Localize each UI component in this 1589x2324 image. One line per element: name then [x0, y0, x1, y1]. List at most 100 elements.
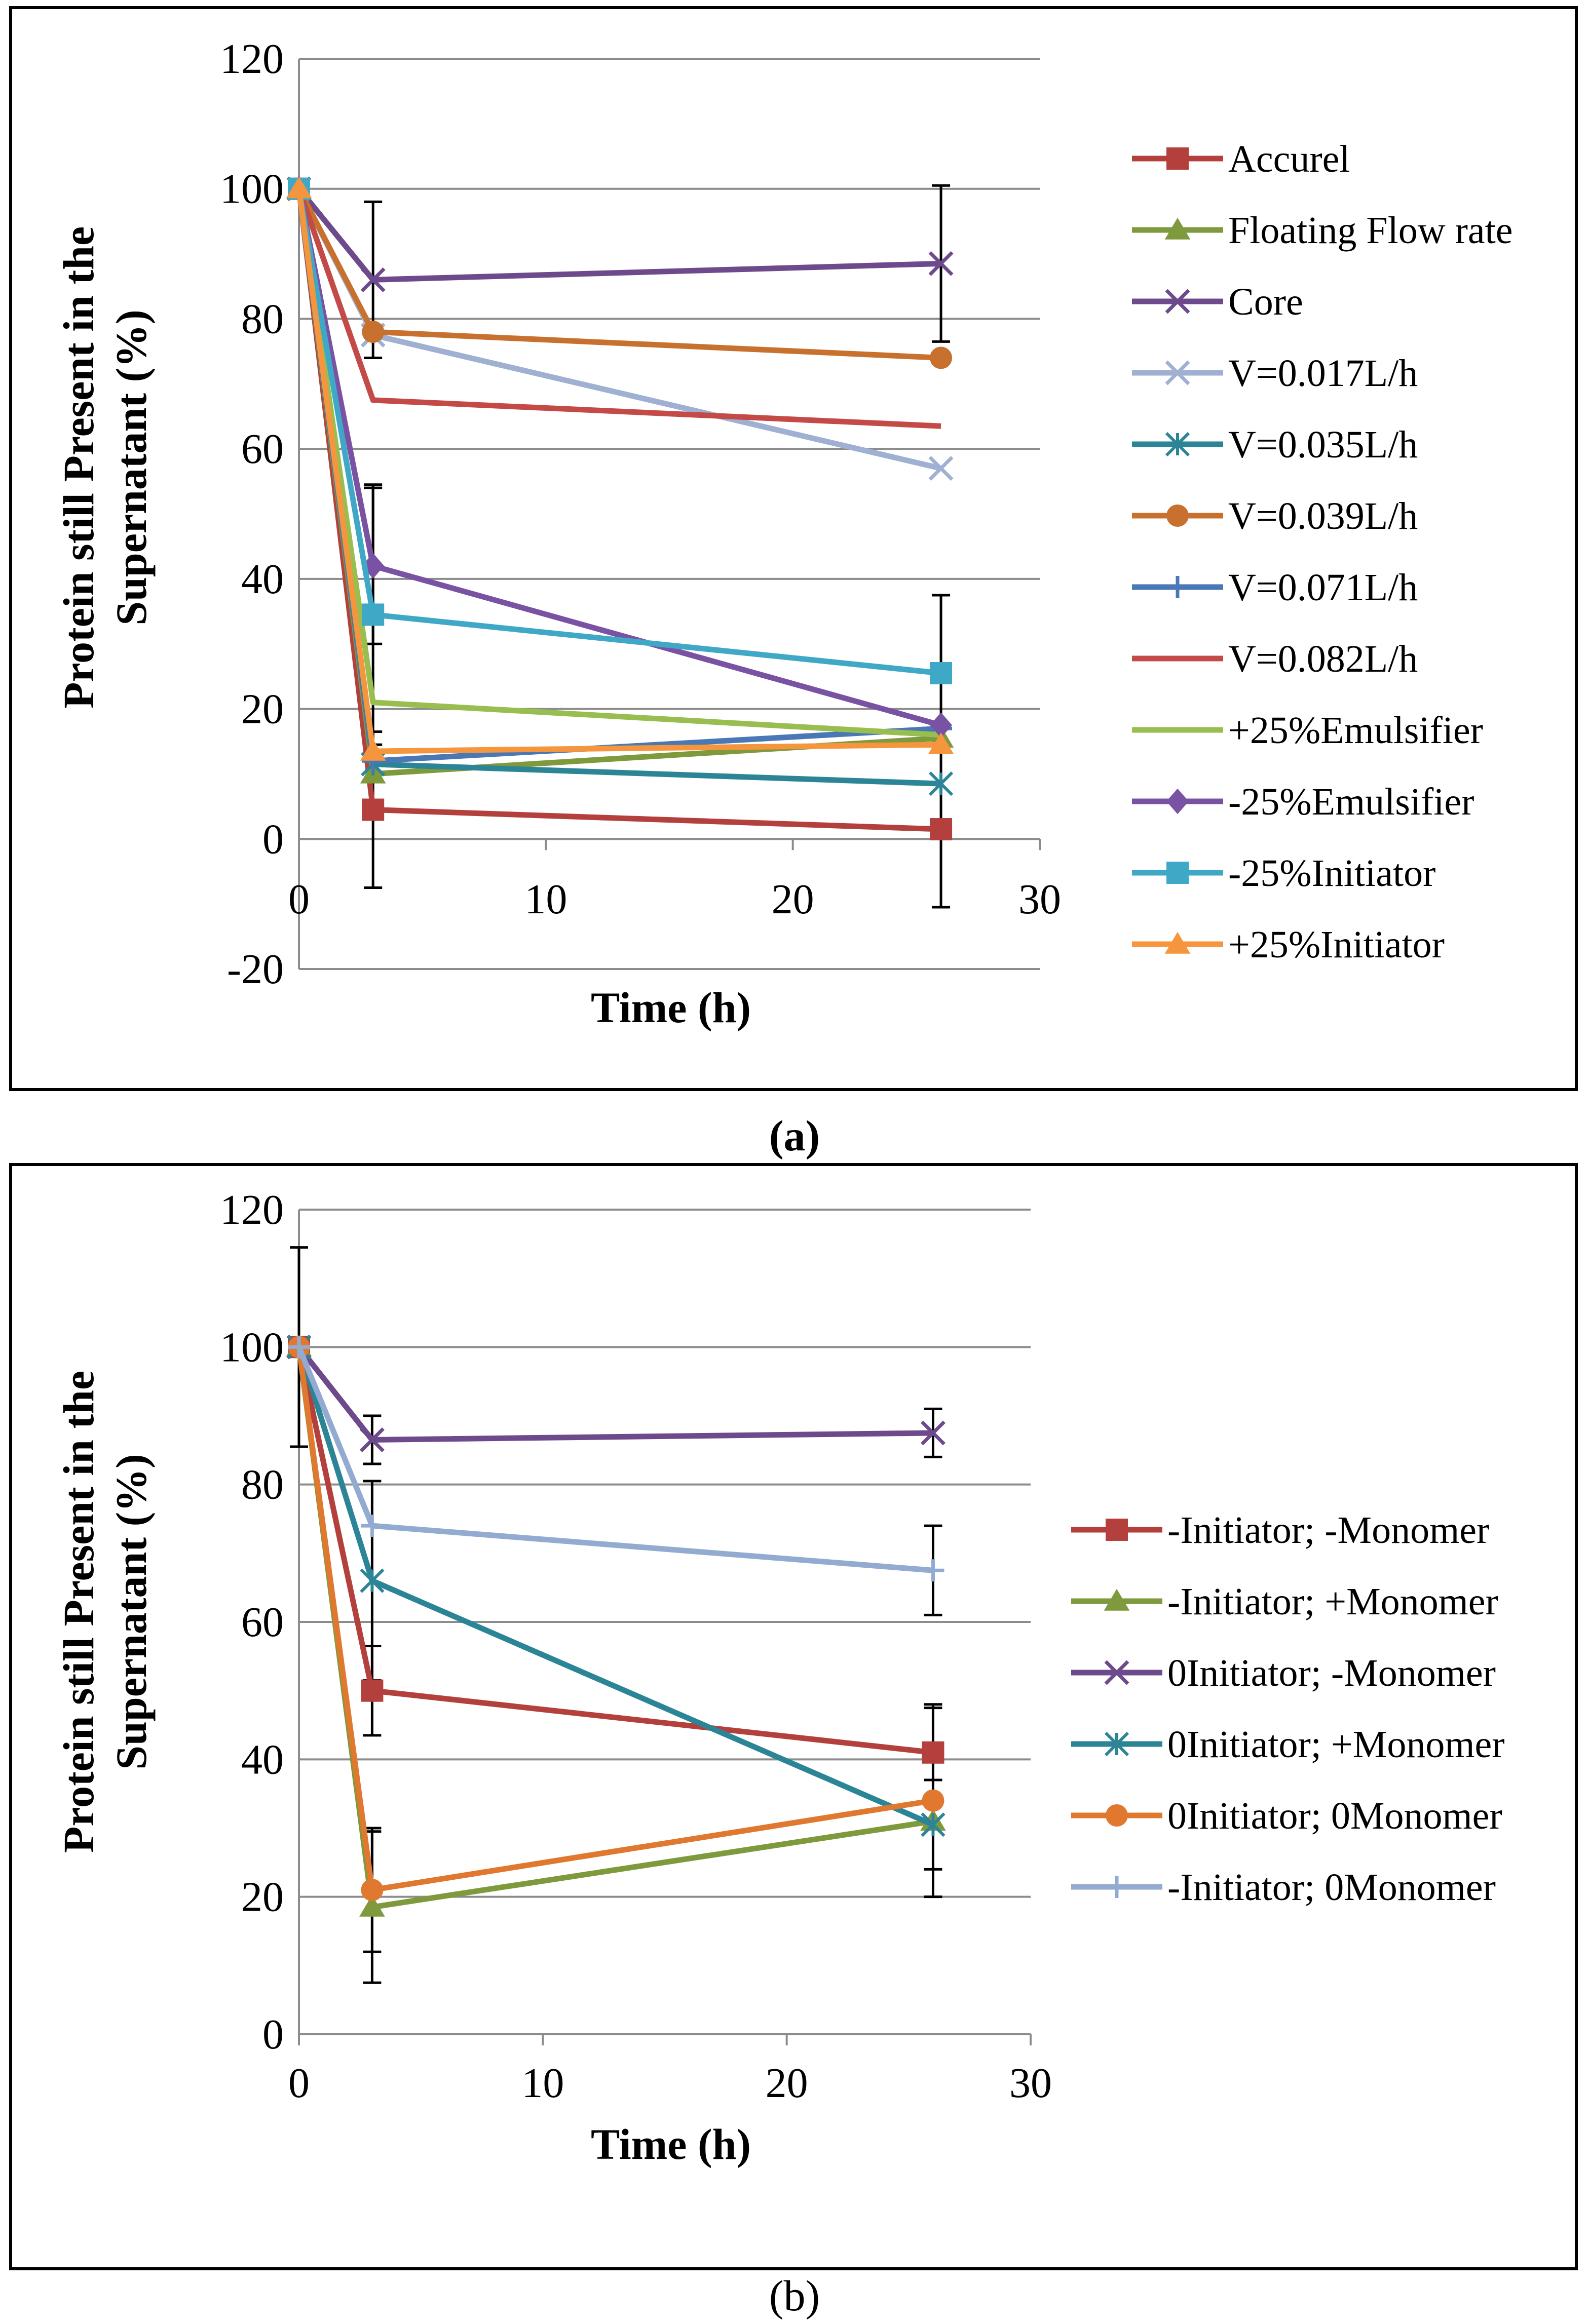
legend-label-25-emulsifier: +25%Emulsifier	[1228, 709, 1483, 752]
series-line-v-0-082l-h	[296, 187, 941, 429]
data-point-initiator-monomer	[359, 1894, 385, 1917]
legend-marker-v-0-017l-h	[1165, 360, 1190, 385]
legend-label-v-0-039l-h: V=0.039L/h	[1228, 495, 1418, 537]
legend-marker-initiator-monomer	[1104, 1589, 1130, 1611]
legend-marker-v-0-039l-h	[1166, 505, 1189, 527]
series-line-0initiator-0monomer	[296, 1346, 934, 1893]
legend-label-core: Core	[1228, 281, 1303, 323]
series-line-0initiator-monomer	[296, 1346, 934, 1828]
data-point-initiator-0monomer	[361, 1515, 384, 1537]
legend-label-v-0-017l-h: V=0.017L/h	[1228, 352, 1418, 395]
x-tick-label: 0	[288, 876, 310, 923]
y-tick-label: 100	[220, 1324, 284, 1371]
chart-panel-b: 0 20 40 60 80 100 120 0 10 20 30 Time (h) Protein st…	[9, 1163, 1578, 2270]
data-point-accurel	[362, 798, 385, 821]
y-tick-label: 40	[241, 556, 284, 603]
data-point-25-initiator	[286, 176, 312, 199]
data-point-25-initiator	[930, 662, 953, 684]
y-axis-title-line: Protein still Present in the	[54, 226, 103, 709]
y-tick-label: 20	[241, 1874, 284, 1921]
legend-label-v-0-071l-h: V=0.071L/h	[1228, 566, 1418, 609]
data-point-v-0-035l-h	[928, 771, 954, 796]
y-tick-label: 0	[262, 816, 284, 863]
legend-marker-25-emulsifier	[1166, 788, 1189, 815]
x-tick-label: 30	[1018, 876, 1061, 923]
series-line-0initiator-monomer	[296, 1345, 933, 1443]
chart-panel-a: -20 0 20 40 60 80 100 120 0 10 20 30 Time (h) Protein…	[9, 6, 1578, 1091]
series-line-core	[296, 187, 941, 283]
x-axis-title: Time (h)	[591, 983, 751, 1032]
series-line-v-0-017l-h	[296, 187, 942, 472]
data-point-0initiator-0monomer	[361, 1879, 384, 1902]
data-point-0initiator-monomer	[920, 1420, 945, 1446]
legend-marker-0initiator-0monomer	[1106, 1804, 1128, 1827]
y-tick-label: 80	[241, 295, 284, 342]
y-axis-title-line: Supernatant (%)	[107, 309, 156, 626]
legend-marker-core	[1165, 289, 1190, 314]
legend-marker-25-initiator	[1166, 862, 1189, 884]
data-point-25-initiator	[928, 732, 954, 754]
y-tick-label: 100	[220, 166, 284, 213]
legend-label-floating-flow-rate: Floating Flow rate	[1228, 209, 1513, 252]
series-line-initiator-monomer	[296, 1346, 934, 1756]
legend-marker-initiator-monomer	[1106, 1519, 1128, 1541]
legend-label-initiator-monomer: -Initiator; +Monomer	[1167, 1580, 1498, 1623]
series-line-25-initiator	[296, 188, 941, 676]
data-point-25-initiator	[362, 603, 385, 626]
y-axis-title: Protein still Present in theSupernatant …	[54, 1371, 156, 1853]
y-tick-label: 60	[241, 425, 284, 473]
legend-label-25-initiator: -25%Initiator	[1228, 852, 1435, 895]
x-axis-title: Time (h)	[591, 2120, 751, 2168]
y-tick-label: 120	[220, 35, 284, 83]
legend-marker-v-0-035l-h	[1165, 432, 1190, 457]
series-line-initiator-0monomer	[296, 1346, 933, 1573]
data-point-v-0-039l-h	[930, 346, 953, 369]
x-tick-label: 10	[521, 2060, 564, 2107]
legend-marker-25-initiator	[1164, 932, 1191, 954]
y-tick-label: 40	[241, 1736, 284, 1783]
series-line-initiator-monomer	[296, 1346, 934, 1910]
data-point-25-initiator	[360, 739, 386, 761]
legend-label-25-emulsifier: -25%Emulsifier	[1228, 781, 1474, 823]
y-tick-label: 60	[241, 1599, 284, 1646]
y-tick-label: 80	[241, 1461, 284, 1508]
data-point-0initiator-monomer	[921, 1812, 945, 1837]
x-tick-label: 20	[772, 876, 814, 923]
legend-marker-initiator-0monomer	[1106, 1876, 1128, 1898]
legend-label-initiator-monomer: -Initiator; -Monomer	[1167, 1509, 1489, 1552]
data-point-accurel	[930, 818, 953, 841]
legend-label-v-0-035l-h: V=0.035L/h	[1228, 423, 1418, 466]
y-tick-label: -20	[227, 946, 284, 993]
legend-label-25-initiator: +25%Initiator	[1228, 923, 1445, 966]
data-point-initiator-0monomer	[922, 1559, 944, 1582]
data-point-0initiator-0monomer	[922, 1789, 944, 1812]
legend-marker-floating-flow-rate	[1164, 217, 1191, 240]
legend-marker-0initiator-monomer	[1104, 1660, 1129, 1685]
data-point-core	[928, 251, 954, 276]
data-point-initiator-monomer	[361, 1679, 384, 1702]
legend-marker-accurel	[1166, 147, 1189, 170]
caption-b: (b)	[769, 2271, 820, 2320]
y-tick-label: 20	[241, 686, 284, 733]
legend-label-0initiator-0monomer: 0Initiator; 0Monomer	[1167, 1795, 1502, 1837]
data-point-v-0-017l-h	[928, 456, 954, 481]
legend-label-0initiator-monomer: 0Initiator; -Monomer	[1167, 1652, 1496, 1694]
caption-a: (a)	[769, 1111, 820, 1160]
data-point-core	[360, 267, 386, 292]
x-tick-label: 10	[524, 876, 567, 923]
data-point-25-emulsifier	[930, 712, 953, 738]
x-tick-label: 20	[766, 2060, 808, 2107]
y-axis-title-line: Supernatant (%)	[107, 1454, 156, 1770]
series-line-25-emulsifier	[296, 188, 942, 728]
legend-label-v-0-082l-h: V=0.082L/h	[1228, 638, 1418, 680]
legend-label-0initiator-monomer: 0Initiator; +Monomer	[1167, 1723, 1505, 1766]
x-tick-label: 0	[288, 2060, 310, 2107]
legend-label-initiator-0monomer: -Initiator; 0Monomer	[1167, 1866, 1496, 1909]
data-point-initiator-monomer	[922, 1741, 944, 1764]
y-axis-title-line: Protein still Present in the	[54, 1371, 103, 1853]
y-axis-title: Protein still Present in theSupernatant …	[54, 226, 156, 709]
data-point-0initiator-monomer	[360, 1568, 385, 1593]
legend-label-accurel: Accurel	[1228, 138, 1350, 180]
y-tick-label: 120	[220, 1186, 284, 1233]
